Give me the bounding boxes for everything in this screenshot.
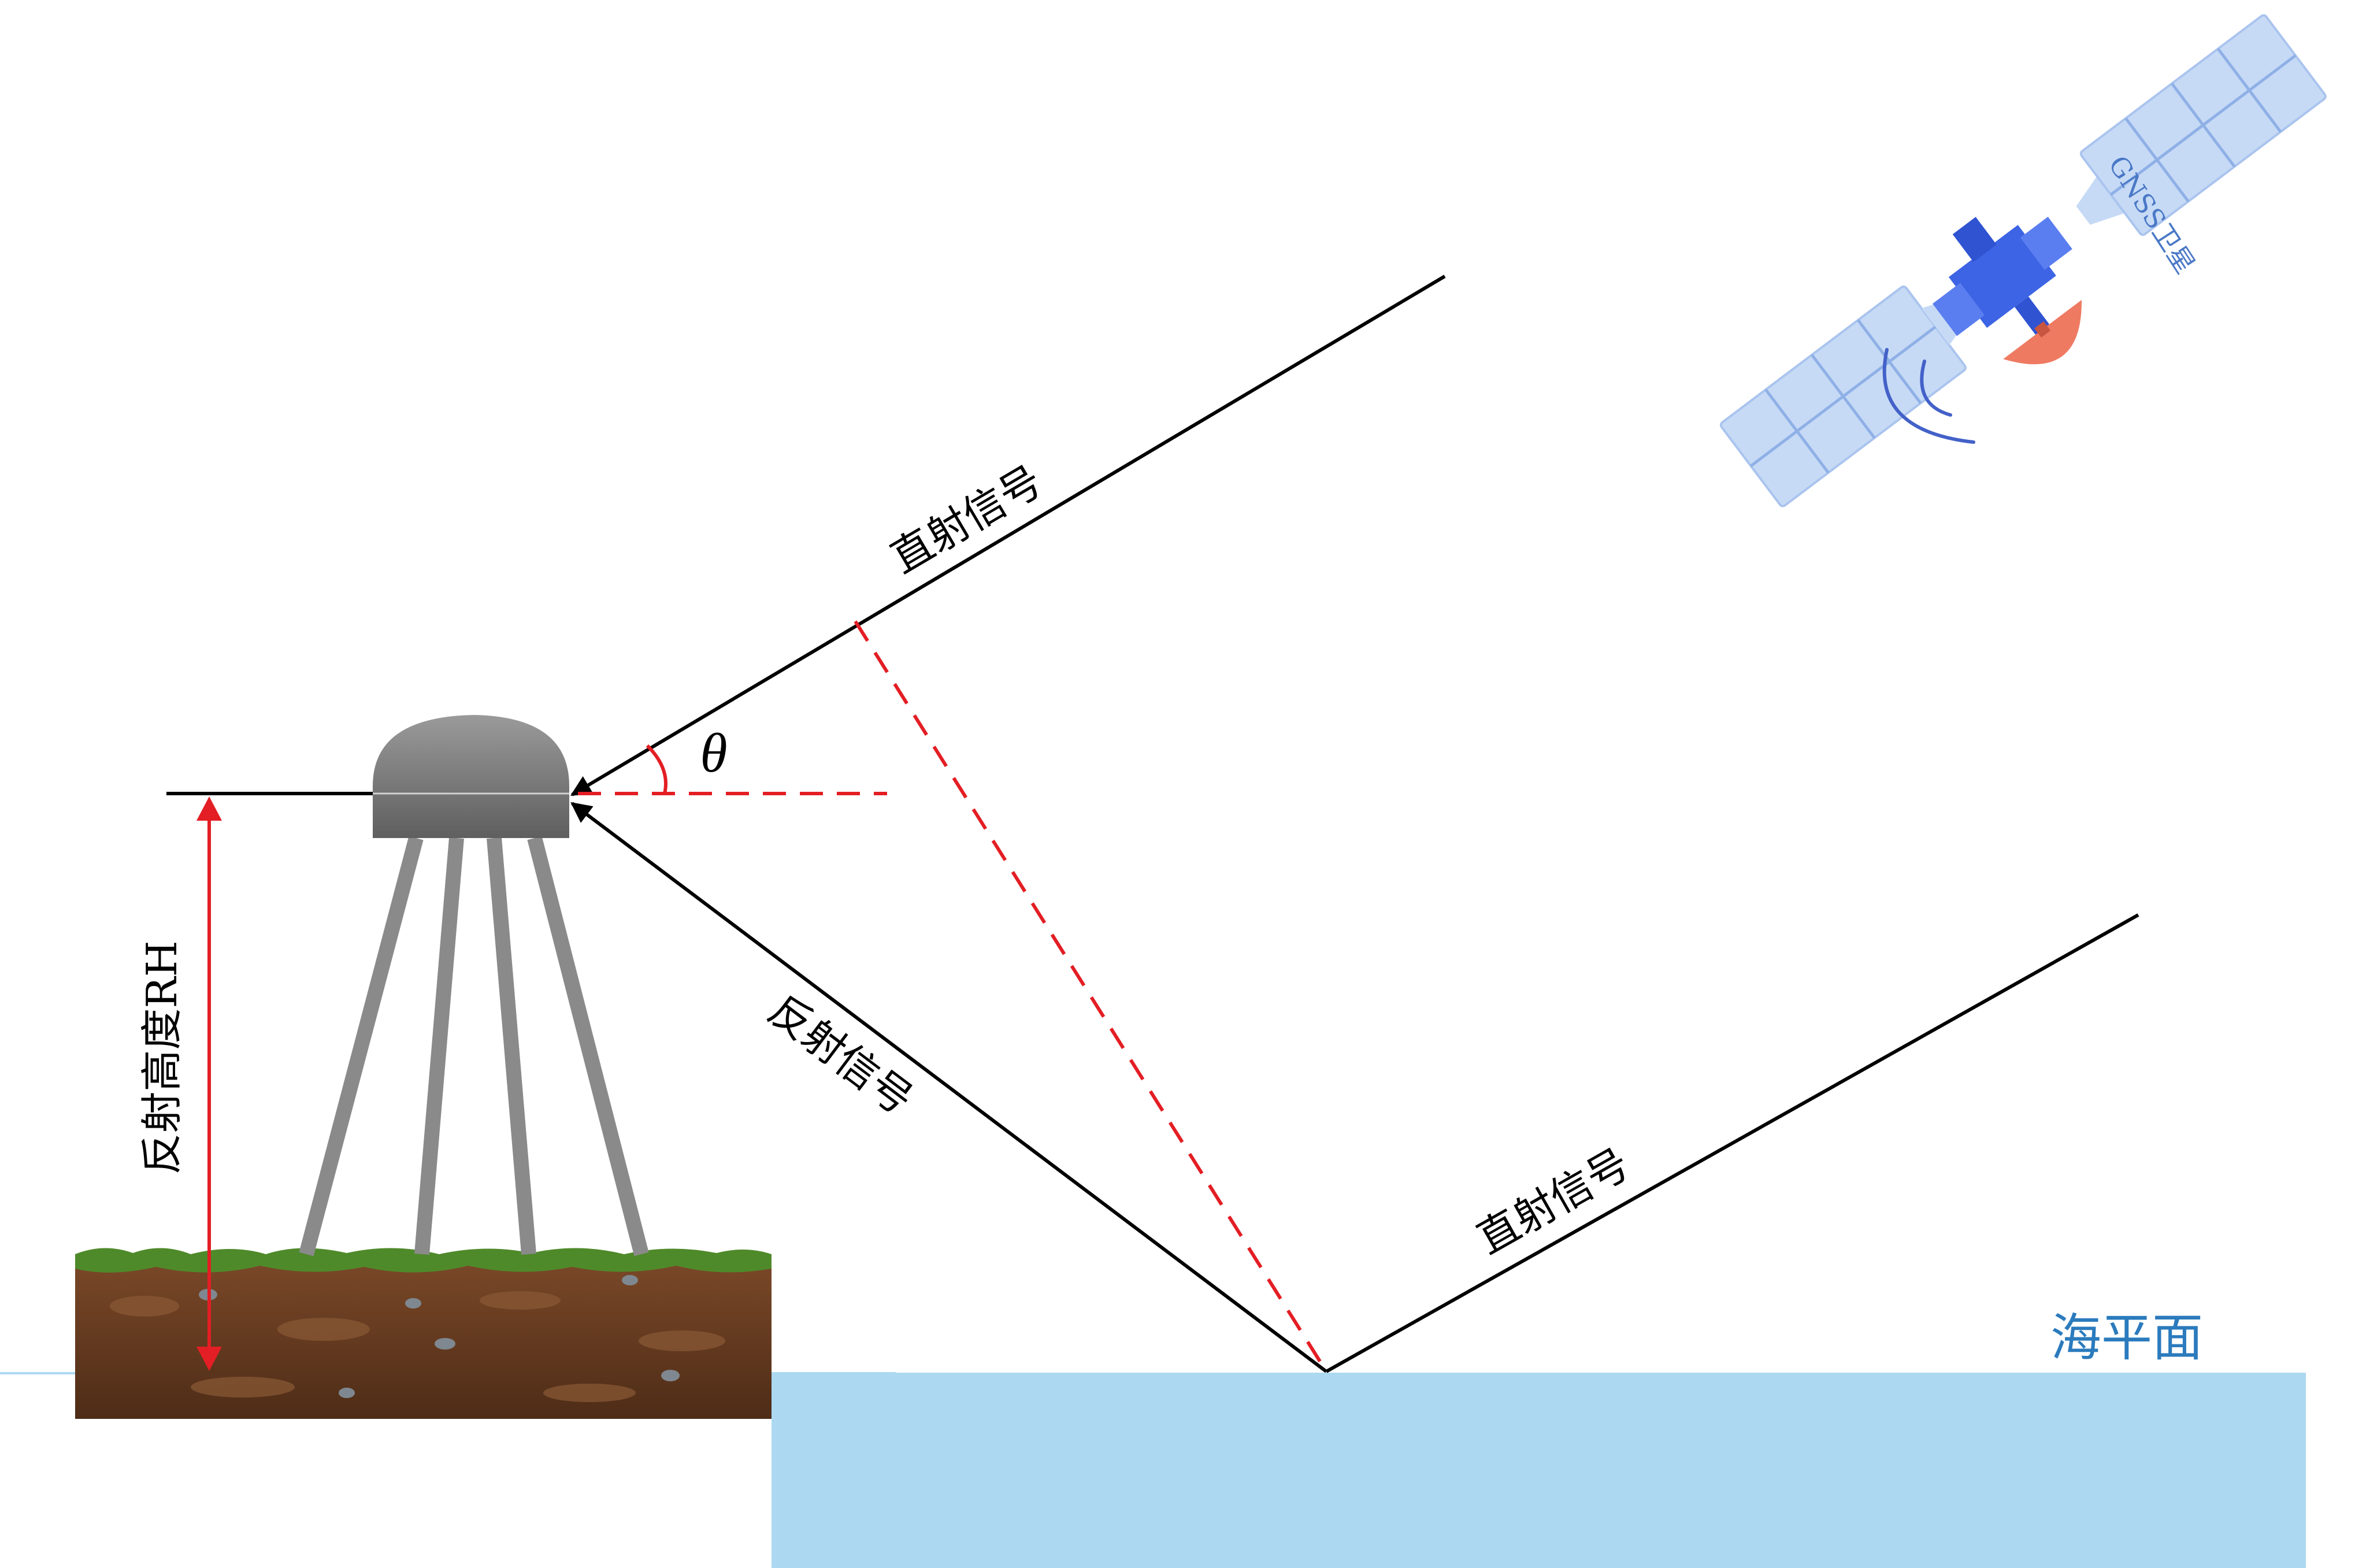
signal-waves-icon bbox=[1882, 348, 1975, 444]
antenna-icon bbox=[373, 715, 569, 838]
reflector-height-label: 反射高度RH bbox=[138, 940, 186, 1174]
elevation-angle-arc bbox=[646, 744, 667, 794]
reflected-signal-ray bbox=[570, 802, 1327, 1373]
elevation-angle-symbol: θ bbox=[700, 722, 727, 784]
sea-level-label: 海平面 bbox=[2050, 1308, 2203, 1367]
direct-signal-ray-upper bbox=[570, 275, 1446, 796]
direct-signal-ray-lower bbox=[1325, 913, 2139, 1373]
reflector-height-arrow bbox=[196, 796, 222, 1371]
antenna-legs bbox=[299, 836, 649, 1256]
soil-block-icon bbox=[75, 1248, 772, 1419]
satellite-icon bbox=[1719, 14, 2327, 507]
sea-surface bbox=[772, 1373, 2306, 1568]
direct-signal-label-upper: 直射信号 bbox=[882, 456, 1051, 583]
construction-dashed-lines bbox=[578, 620, 1328, 1373]
